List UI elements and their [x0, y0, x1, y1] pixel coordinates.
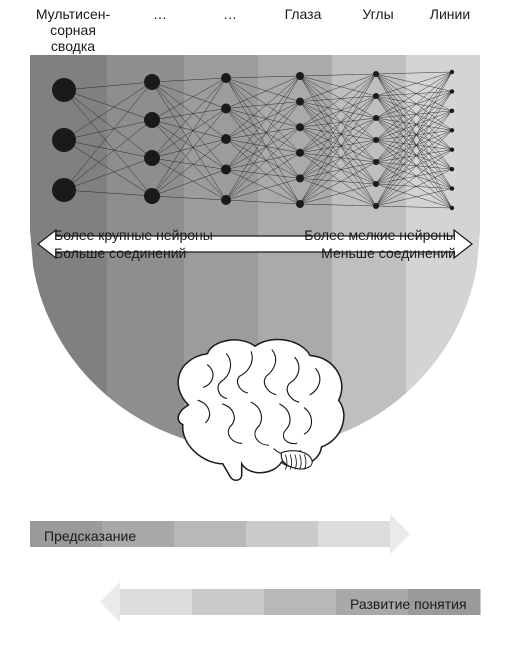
arrow-seg [246, 521, 319, 547]
column-label: Глаза [268, 6, 338, 22]
gradient-arrow-label: Развитие понятия [350, 596, 467, 612]
gradient-arrow-label: Предсказание [44, 528, 136, 544]
arrow-head [100, 582, 120, 622]
arrow-seg [120, 589, 193, 615]
column-label: … [200, 6, 260, 22]
column-label: Линии [420, 6, 480, 22]
brain-icon [178, 339, 344, 480]
arrow-seg [174, 521, 247, 547]
hz-arrow-label: Более крупные нейроны [54, 227, 264, 243]
hz-arrow-label: Меньше соединений [246, 245, 456, 261]
diagram-svg [0, 0, 510, 651]
column-label: Углы [348, 6, 408, 22]
hz-arrow-label: Более мелкие нейроны [246, 227, 456, 243]
hz-arrow-label: Больше соединений [54, 245, 264, 261]
column-label: … [130, 6, 190, 22]
arrow-seg [318, 521, 391, 547]
column-label: Мультисен-сорнаясводка [28, 6, 118, 54]
arrow-seg [264, 589, 337, 615]
band [30, 55, 107, 396]
arrow-seg [192, 589, 265, 615]
arrow-head [390, 514, 410, 554]
band [406, 55, 480, 393]
diagram-root: Мультисен-сорнаясводка … … Глаза Углы Линии Бо… [0, 0, 510, 651]
